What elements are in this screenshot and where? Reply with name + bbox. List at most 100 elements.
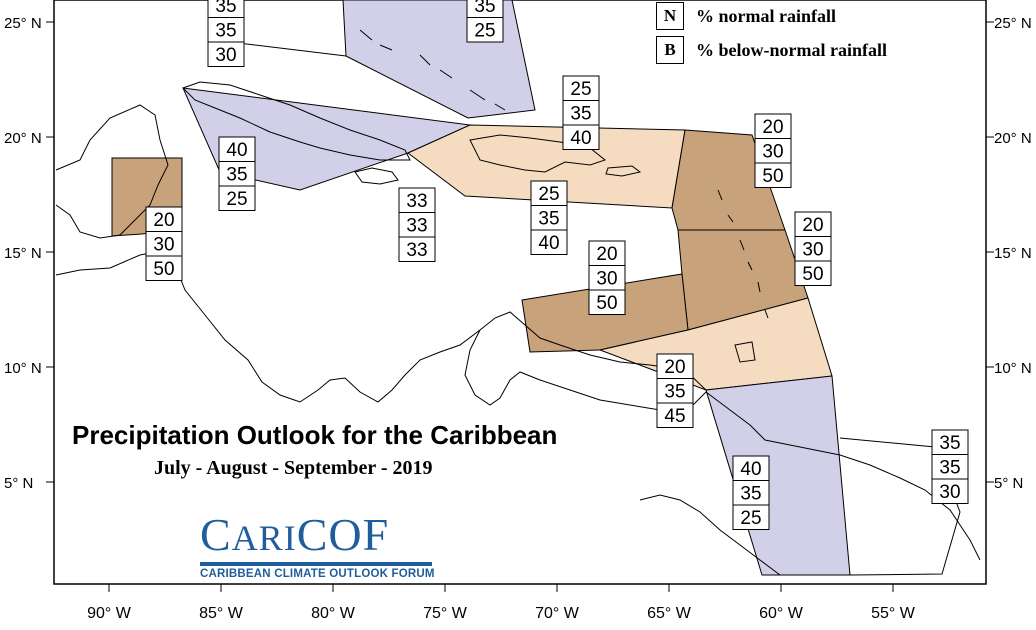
lon-ticks bbox=[108, 584, 894, 592]
lat-label-right: 20° N bbox=[994, 130, 1032, 147]
prob-box-windward: 20 30 50 bbox=[794, 211, 832, 286]
prob-value: 50 bbox=[596, 293, 617, 314]
map-title: Precipitation Outlook for the Caribbean bbox=[72, 420, 558, 450]
coast-interior-s-a bbox=[639, 494, 781, 576]
prob-cell bbox=[398, 212, 436, 238]
prob-cell bbox=[794, 211, 832, 237]
prob-cell bbox=[754, 138, 792, 164]
prob-value: 25 bbox=[226, 189, 247, 210]
prob-value: 35 bbox=[538, 209, 559, 230]
prob-cell bbox=[931, 429, 969, 455]
lon-labels: 90° W 85° W 80° W 75° W 70° W 65° W 60° W 55° W bbox=[87, 605, 916, 622]
prob-cell bbox=[732, 480, 770, 506]
prob-value: 35 bbox=[570, 104, 591, 125]
coast-lesser-antilles bbox=[717, 189, 769, 319]
prob-cell bbox=[398, 187, 436, 213]
prob-cell bbox=[145, 255, 183, 281]
prob-cell bbox=[207, 17, 245, 43]
zone-suriname-outline bbox=[839, 437, 961, 576]
lat-label-left: 20° N bbox=[4, 130, 42, 147]
prob-cell bbox=[588, 240, 626, 266]
prob-cell bbox=[562, 75, 600, 101]
prob-value: 35 bbox=[939, 433, 960, 454]
lat-label-left: 25° N bbox=[4, 15, 42, 32]
lat-labels: 25° N 25° N 20° N 20° N 15° N 15° N 10° N 10° N… bbox=[4, 15, 1032, 492]
coastlines bbox=[55, 29, 981, 576]
prob-cell bbox=[145, 206, 183, 232]
prob-value: 30 bbox=[153, 235, 174, 256]
prob-value: 50 bbox=[802, 264, 823, 285]
prob-value: 33 bbox=[406, 191, 427, 212]
prob-box-turks: 25 35 40 bbox=[562, 75, 600, 150]
prob-cell bbox=[530, 205, 568, 231]
lon-label: 60° W bbox=[759, 605, 804, 622]
legend-row-below: B % below-normal rainfall bbox=[656, 36, 887, 64]
prob-value: 50 bbox=[762, 166, 783, 187]
prob-cell bbox=[732, 455, 770, 481]
lon-label: 80° W bbox=[311, 605, 356, 622]
legend-text-below: % below-normal rainfall bbox=[696, 39, 887, 60]
zone-top-left-outline bbox=[237, 42, 347, 57]
zone-bahamas bbox=[342, 0, 536, 119]
prob-value: 25 bbox=[538, 184, 559, 205]
prob-box-abc: 20 30 50 bbox=[588, 240, 626, 315]
prob-value: 25 bbox=[474, 21, 495, 42]
map-frame bbox=[53, 0, 987, 585]
logo-letters-ari: ARI bbox=[231, 518, 297, 558]
lat-label-right: 15° N bbox=[994, 245, 1032, 262]
prob-cell bbox=[145, 231, 183, 257]
lon-label: 90° W bbox=[87, 605, 132, 622]
prob-value: 35 bbox=[939, 458, 960, 479]
lat-ticks bbox=[46, 21, 994, 483]
prob-cell bbox=[754, 113, 792, 139]
prob-box-top-left: 35 35 30 bbox=[207, 0, 245, 67]
prob-value: 40 bbox=[226, 140, 247, 161]
prob-box-leeward: 20 30 50 bbox=[754, 113, 792, 188]
coast-bahamas bbox=[359, 29, 506, 111]
map-subtitle: July - August - September - 2019 bbox=[154, 457, 433, 479]
lat-label-left: 15° N bbox=[4, 245, 42, 262]
probability-boxes: 3535303525403525203050333333253540253540… bbox=[145, 0, 969, 530]
lon-label: 65° W bbox=[647, 605, 692, 622]
lon-label: 55° W bbox=[871, 605, 916, 622]
lon-label: 75° W bbox=[423, 605, 468, 622]
legend-key-below: B bbox=[656, 36, 684, 64]
prob-value: 35 bbox=[664, 382, 685, 403]
prob-box-cuba-west: 40 35 25 bbox=[218, 136, 256, 211]
prob-value: 35 bbox=[740, 484, 761, 505]
prob-cell bbox=[218, 185, 256, 211]
coast-hispaniola bbox=[469, 134, 607, 173]
prob-cell bbox=[466, 17, 504, 43]
prob-value: 40 bbox=[570, 128, 591, 149]
coast-yucatan bbox=[55, 104, 169, 239]
zone-guyana bbox=[705, 375, 851, 576]
prob-value: 20 bbox=[802, 215, 823, 236]
prob-box-jamaica: 33 33 33 bbox=[398, 187, 436, 262]
prob-cell bbox=[530, 180, 568, 206]
lat-label-right: 10° N bbox=[994, 360, 1032, 377]
prob-value: 35 bbox=[215, 0, 236, 17]
prob-value: 50 bbox=[153, 259, 174, 280]
prob-cell bbox=[931, 478, 969, 504]
prob-value: 20 bbox=[153, 210, 174, 231]
prob-cell bbox=[398, 236, 436, 262]
lat-label-right: 25° N bbox=[994, 15, 1032, 32]
prob-value: 30 bbox=[802, 240, 823, 261]
prob-value: 45 bbox=[664, 406, 685, 427]
prob-value: 35 bbox=[226, 165, 247, 186]
coast-jamaica bbox=[354, 167, 399, 185]
prob-cell bbox=[732, 504, 770, 530]
prob-cell bbox=[562, 124, 600, 150]
prob-value: 20 bbox=[664, 357, 685, 378]
prob-value: 40 bbox=[740, 459, 761, 480]
coast-cuba bbox=[182, 81, 411, 161]
prob-value: 20 bbox=[596, 244, 617, 265]
lat-label-right: 5° N bbox=[994, 475, 1023, 492]
coast-trinidad bbox=[734, 341, 756, 363]
logo-letters-cof: COF bbox=[296, 509, 390, 560]
caricof-logo: CARICOF CARIBBEAN CLIMATE OUTLOOK FORUM bbox=[200, 512, 440, 580]
legend-row-normal: N % normal rainfall bbox=[656, 2, 836, 30]
prob-value: 33 bbox=[406, 216, 427, 237]
logo-wordmark: CARICOF bbox=[200, 512, 440, 561]
